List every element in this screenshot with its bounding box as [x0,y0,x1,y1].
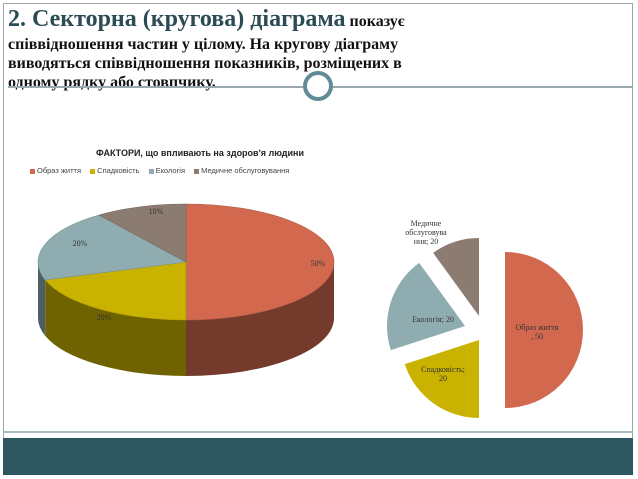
legend-item: Спадковість [90,166,139,175]
legend-swatch [194,168,200,174]
decor-line-left [8,86,303,88]
title-line: виводяться співвідношення показників, ро… [8,55,402,72]
legend-label: Спадковість [97,166,140,175]
decor-line-right [333,86,633,88]
legend-item: Медичне обслуговування [194,166,289,175]
chart-title: ФАКТОРИ, що впливають на здоров'я людини [96,148,304,158]
legend-item: Образ життя [30,166,81,175]
title-line: одному рядку або стовпчику. [8,74,216,91]
title-rest: показує [349,13,405,30]
title-line: співвідношення частин у цілому. На круго… [8,36,399,53]
legend-swatch [148,168,154,174]
legend-label: Екологія [155,166,186,175]
chart-legend: Образ життя Спадковість Екологія Медичне… [30,166,296,175]
decor-circle [303,71,333,101]
title-main: 2. Секторна (кругова) діаграма [8,6,346,32]
footer-bar [3,438,633,475]
legend-label: Медичне обслуговування [201,166,290,175]
footer-divider [3,431,633,433]
title-body: співвідношення частин у цілому. На круго… [8,35,568,92]
slide-title: 2. Секторна (кругова) діаграма показує с… [8,6,568,92]
legend-label: Образ життя [37,166,82,175]
legend-swatch [90,168,96,174]
legend-swatch [30,168,35,174]
legend-item: Екологія [148,166,186,175]
